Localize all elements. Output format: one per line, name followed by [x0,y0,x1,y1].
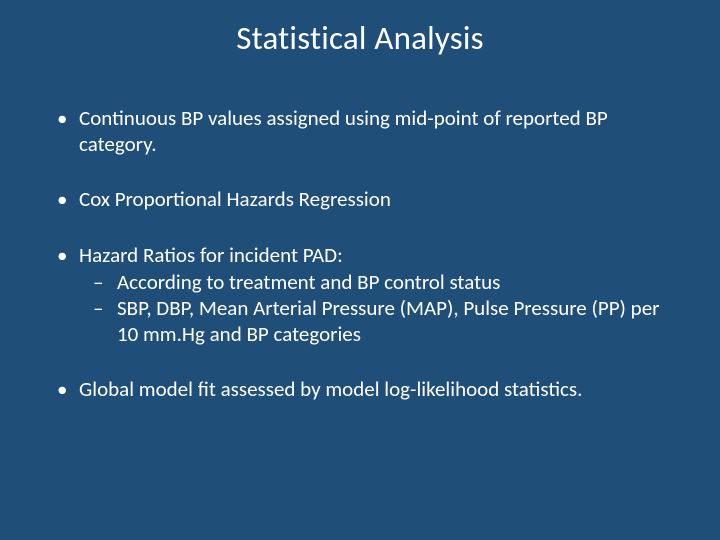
bullet-item: Continuous BP values assigned using mid-… [55,106,670,157]
bullet-item: Global model fit assessed by model log-l… [55,377,670,403]
sub-bullet-list: According to treatment and BP control st… [79,270,670,347]
bullet-text: Global model fit assessed by model log-l… [79,376,582,402]
bullet-text: Continuous BP values assigned using mid-… [79,105,608,157]
sub-bullet-item: SBP, DBP, Mean Arterial Pressure (MAP), … [89,296,670,347]
sub-bullet-text: According to treatment and BP control st… [117,269,500,295]
slide-title: Statistical Analysis [40,18,680,58]
slide-content: Continuous BP values assigned using mid-… [40,106,680,403]
bullet-item: Hazard Ratios for incident PAD: Accordin… [55,243,670,347]
bullet-text: Cox Proportional Hazards Regression [79,186,391,212]
bullet-text: Hazard Ratios for incident PAD: [79,242,343,268]
sub-bullet-item: According to treatment and BP control st… [89,270,670,296]
sub-bullet-text: SBP, DBP, Mean Arterial Pressure (MAP), … [117,295,659,347]
slide: Statistical Analysis Continuous BP value… [0,0,720,540]
bullet-list: Continuous BP values assigned using mid-… [55,106,670,403]
bullet-item: Cox Proportional Hazards Regression [55,187,670,213]
